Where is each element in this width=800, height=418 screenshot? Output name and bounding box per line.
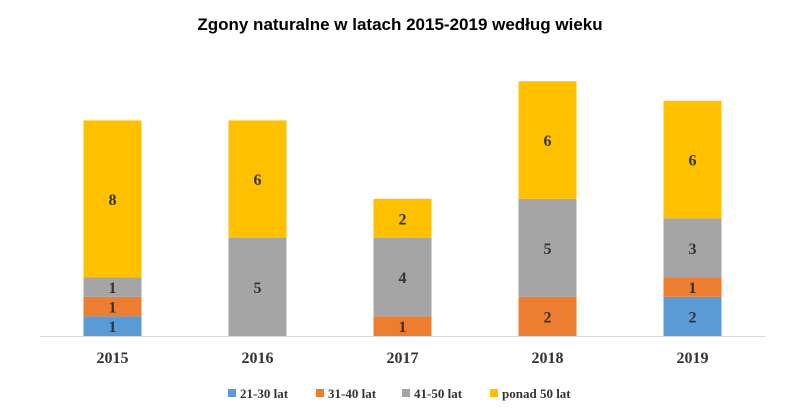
bar-2015-series-4 — [83, 120, 142, 278]
data-label-2015-series-1: 1 — [109, 319, 117, 336]
bar-2017-series-4 — [373, 198, 432, 238]
legend-label-series-4: ponad 50 lat — [502, 386, 571, 401]
data-label-2019-series-4: 6 — [689, 153, 697, 170]
legend-swatch-series-1 — [228, 389, 236, 397]
bar-2017-series-3 — [373, 238, 432, 317]
x-tick-label-2017: 2017 — [387, 350, 419, 367]
legend-swatch-series-3 — [402, 389, 410, 397]
legend-label-series-3: 41-50 lat — [414, 386, 463, 401]
x-axis-ticks: 2015 2016 2017 2018 2019 — [97, 350, 709, 367]
legend-swatch-series-2 — [316, 389, 324, 397]
bar-2019-series-2 — [663, 277, 722, 297]
data-label-2015-series-2: 1 — [109, 300, 117, 317]
bar-2018-series-4 — [518, 81, 577, 199]
data-label-2015-series-3: 1 — [109, 280, 117, 297]
bar-2016-series-4 — [228, 120, 287, 238]
data-label-2017-series-3: 4 — [399, 270, 407, 287]
bar-2016-series-3 — [228, 238, 287, 336]
bar-2018-series-3 — [518, 198, 577, 297]
data-label-2018-series-4: 6 — [544, 133, 552, 150]
legend-swatch-series-4 — [490, 389, 498, 397]
bar-2015-series-3 — [83, 277, 142, 297]
chart-title: Zgony naturalne w latach 2015-2019 wedłu… — [197, 15, 602, 34]
data-label-2017-series-2: 1 — [399, 319, 407, 336]
data-label-2016-series-4: 6 — [254, 172, 262, 189]
bar-2015-series-2 — [83, 296, 142, 317]
data-label-2019-series-3: 3 — [689, 241, 697, 258]
legend: 21-30 lat 31-40 lat 41-50 lat ponad 50 lat — [228, 386, 571, 401]
data-label-2019-series-1: 2 — [689, 309, 697, 326]
bar-2015-series-1 — [83, 316, 142, 336]
legend-label-series-1: 21-30 lat — [240, 386, 289, 401]
data-label-2018-series-2: 2 — [544, 309, 552, 326]
data-label-2016-series-3: 5 — [254, 280, 262, 297]
bar-2018-series-2 — [518, 296, 577, 336]
legend-label-series-2: 31-40 lat — [328, 386, 377, 401]
x-tick-label-2019: 2019 — [677, 350, 709, 367]
data-label-2015-series-4: 8 — [109, 192, 117, 209]
data-label-2019-series-2: 1 — [689, 280, 697, 297]
bar-2019-series-4 — [663, 100, 722, 219]
bar-2019-series-1 — [663, 296, 722, 336]
x-tick-label-2018: 2018 — [532, 350, 564, 367]
x-tick-label-2016: 2016 — [242, 350, 274, 367]
bar-2017-series-2 — [373, 316, 432, 336]
data-label-2017-series-4: 2 — [399, 211, 407, 228]
bar-2019-series-3 — [663, 218, 722, 278]
data-label-2018-series-3: 5 — [544, 241, 552, 258]
x-tick-label-2015: 2015 — [97, 350, 129, 367]
